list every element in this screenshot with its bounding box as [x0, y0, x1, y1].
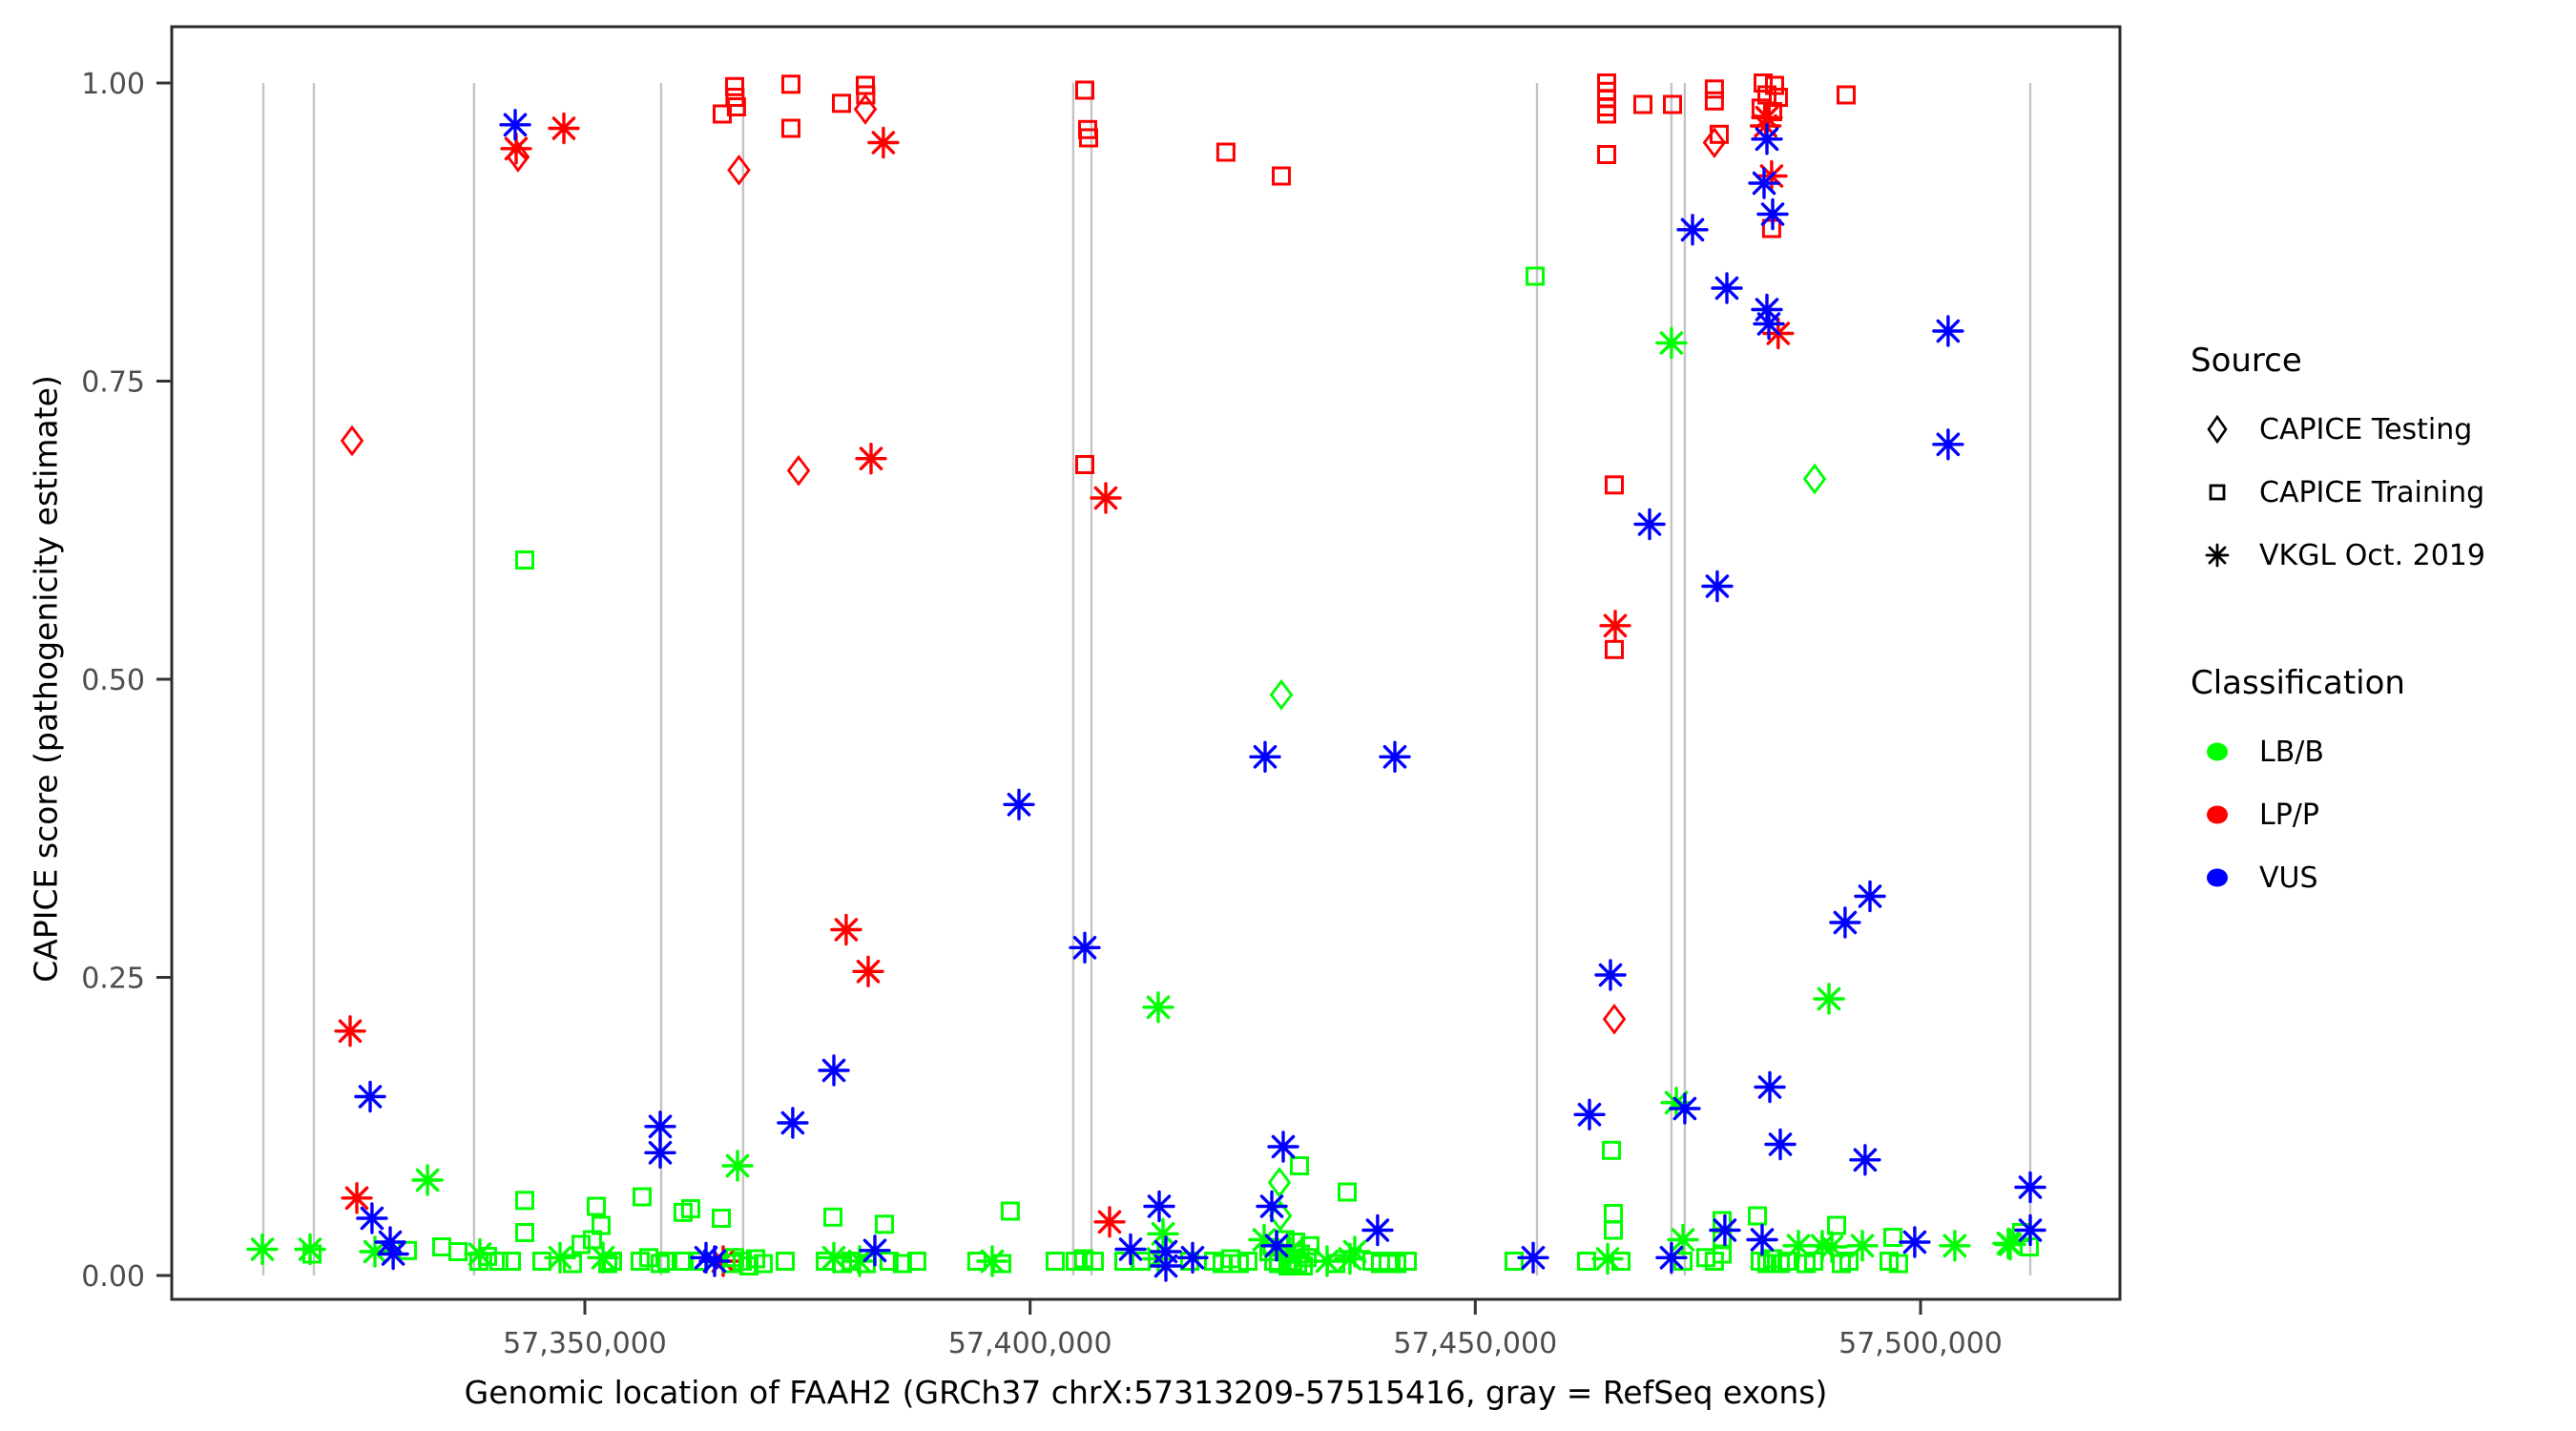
legend-item-vkgl: VKGL Oct. 2019 — [2191, 534, 2576, 576]
legend-item-label: VKGL Oct. 2019 — [2259, 538, 2485, 572]
legend-classification-title: Classification — [2191, 664, 2405, 702]
svg-text:57,350,000: 57,350,000 — [503, 1327, 667, 1360]
svg-text:57,500,000: 57,500,000 — [1839, 1327, 2003, 1360]
asterisk-icon — [2205, 543, 2230, 568]
square-icon — [2209, 484, 2226, 501]
legend-item-label: CAPICE Testing — [2259, 412, 2473, 446]
legend-item-vus: VUS — [2191, 857, 2576, 899]
diamond-icon — [2207, 414, 2228, 445]
legend-item-label: VUS — [2259, 861, 2318, 895]
blue-dot-icon — [2207, 868, 2228, 887]
svg-text:0.25: 0.25 — [81, 963, 145, 996]
svg-text:57,450,000: 57,450,000 — [1393, 1327, 1557, 1360]
green-dot-icon — [2207, 742, 2228, 761]
legend-item-capice-testing: CAPICE Testing — [2191, 408, 2576, 450]
svg-text:0.00: 0.00 — [81, 1260, 145, 1294]
legend-classification-section: Classification LB/B LP/P VUS — [2191, 664, 2576, 899]
legend-item-lbb: LB/B — [2191, 731, 2576, 773]
legend-item-capice-training: CAPICE Training — [2191, 471, 2576, 513]
red-dot-icon — [2207, 805, 2228, 824]
legend-item-lpp: LP/P — [2191, 794, 2576, 836]
legend-item-label: LB/B — [2259, 735, 2324, 769]
svg-text:57,400,000: 57,400,000 — [948, 1327, 1112, 1360]
svg-text:1.00: 1.00 — [81, 68, 145, 101]
svg-text:0.75: 0.75 — [81, 366, 145, 400]
y-axis-title: CAPICE score (pathogenicity estimate) — [27, 375, 65, 983]
legend-source-title: Source — [2191, 342, 2302, 380]
legend-item-label: CAPICE Training — [2259, 475, 2485, 509]
legend-item-label: LP/P — [2259, 798, 2320, 832]
x-axis-title: Genomic location of FAAH2 (GRCh37 chrX:5… — [464, 1374, 1828, 1411]
legend: Source CAPICE Testing CAPICE Training VK… — [2191, 342, 2576, 920]
svg-text:0.50: 0.50 — [81, 664, 145, 697]
